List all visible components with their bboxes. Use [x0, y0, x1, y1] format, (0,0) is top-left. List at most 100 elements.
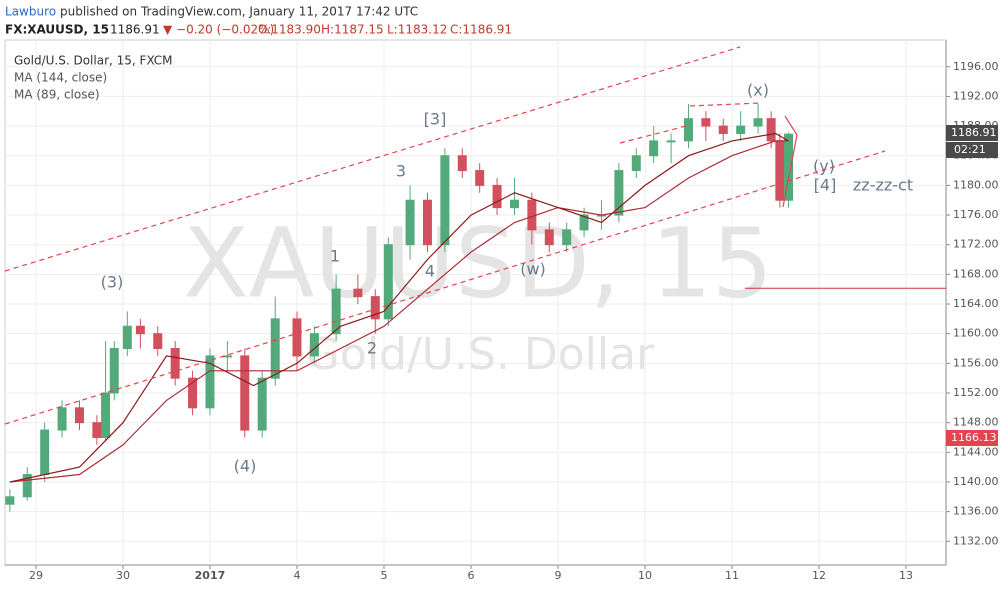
legend-title: Gold/U.S. Dollar, 15, FXCM: [14, 54, 173, 68]
change: ▼ −0.20 (−0.02%): [163, 23, 274, 37]
y-tick-label: 1196.00: [953, 60, 999, 73]
y-tick-label: 1132.00: [953, 534, 999, 547]
candle-body: [240, 355, 250, 431]
candle-body: [775, 140, 785, 201]
candle-body: [701, 118, 711, 127]
candle-body: [383, 244, 393, 320]
level-label: 1166.13: [951, 431, 997, 444]
candle-body: [22, 474, 32, 498]
last-price-label: 1186.91: [951, 126, 997, 139]
x-tick-label: 12: [812, 569, 826, 582]
candle-body: [492, 184, 502, 209]
wave-label: (x): [747, 81, 769, 100]
y-tick-label: 1164.00: [953, 297, 999, 310]
candle-body: [40, 429, 50, 476]
last-price-tag: [946, 125, 998, 141]
legend-entry: MA (89, close): [14, 88, 100, 102]
candle-body: [544, 229, 554, 246]
candle-body: [649, 140, 659, 157]
candle-body: [101, 392, 111, 438]
candle-body: [562, 229, 572, 246]
candle-body: [309, 333, 319, 357]
candle-body: [170, 348, 180, 379]
candle-body: [509, 199, 519, 209]
candle-body: [736, 125, 746, 135]
x-tick-label: 5: [380, 569, 387, 582]
candle-body: [109, 348, 119, 394]
open: O:1183.90: [258, 23, 321, 37]
candle-body: [153, 333, 163, 350]
author[interactable]: Lawburo: [5, 5, 56, 19]
candle-body: [405, 199, 415, 246]
candle-body: [74, 407, 84, 424]
y-tick-label: 1180.00: [953, 178, 999, 191]
y-tick-label: 1176.00: [953, 208, 999, 221]
candle-body: [784, 133, 794, 201]
wave-label: 4: [425, 262, 435, 281]
countdown-tag: [946, 142, 998, 158]
candle-body: [440, 155, 450, 246]
candle-body: [292, 318, 302, 357]
candle-body: [188, 377, 198, 409]
candle-body: [422, 199, 432, 246]
wave-label: 1: [330, 247, 340, 266]
candle-body: [766, 118, 776, 142]
candle-body: [475, 170, 485, 186]
y-tick-label: 1168.00: [953, 267, 999, 280]
candle-body: [666, 140, 676, 143]
y-tick-label: 1136.00: [953, 505, 999, 518]
close: C:1186.91: [450, 23, 512, 37]
candle-body: [353, 288, 363, 298]
moving-average: [9, 132, 789, 483]
wave-label: (w): [520, 260, 546, 279]
last: 1186.91: [110, 23, 160, 37]
published: published on TradingView.com, January 11…: [60, 5, 418, 19]
candle-body: [5, 496, 15, 505]
wave-label: 3: [396, 162, 406, 181]
y-tick-label: 1160.00: [953, 327, 999, 340]
x-tick-label: 30: [116, 569, 130, 582]
x-tick-label: 4: [293, 569, 300, 582]
candle-body: [122, 325, 132, 350]
wave-label: (3): [101, 273, 124, 292]
y-tick-label: 1172.00: [953, 238, 999, 251]
candle-body: [331, 288, 341, 335]
y-tick-label: 1148.00: [953, 416, 999, 429]
candle-body: [270, 318, 280, 379]
y-tick-label: 1192.00: [953, 89, 999, 102]
watermark: XAUUSD, 15: [183, 207, 773, 319]
candle-body: [718, 125, 728, 135]
candle-body: [457, 155, 467, 172]
x-tick-label: 9: [554, 569, 561, 582]
y-tick-label: 1152.00: [953, 386, 999, 399]
wave-label: (y): [813, 157, 835, 176]
wave-drawing: [782, 115, 798, 208]
wave-label: [3]: [424, 110, 447, 129]
candle-body: [579, 214, 589, 231]
x-tick-label: 2017: [195, 569, 226, 582]
x-tick-label: 10: [638, 569, 652, 582]
wave-label: 2: [367, 339, 377, 358]
x-tick-label: 13: [899, 569, 913, 582]
wave-label: [4]: [814, 176, 837, 195]
candle-body: [135, 325, 145, 335]
symbol: FX:XAUUSD, 15: [5, 23, 109, 37]
trend-lines: [4, 46, 886, 425]
moving-average: [9, 140, 789, 483]
candle-body: [683, 118, 693, 142]
candle-body: [92, 422, 102, 438]
countdown: 02:21: [954, 143, 986, 156]
x-tick-label: 6: [467, 569, 474, 582]
x-tick-label: 11: [725, 569, 739, 582]
y-tick-label: 1140.00: [953, 475, 999, 488]
candle-body: [205, 355, 215, 409]
low: L:1183.12: [387, 23, 447, 37]
y-tick-label: 1156.00: [953, 356, 999, 369]
level-tag: [946, 430, 998, 446]
y-tick-label: 1144.00: [953, 445, 999, 458]
candle-body: [57, 407, 67, 431]
wave-label: (4): [234, 457, 257, 476]
candle-body: [614, 170, 624, 216]
